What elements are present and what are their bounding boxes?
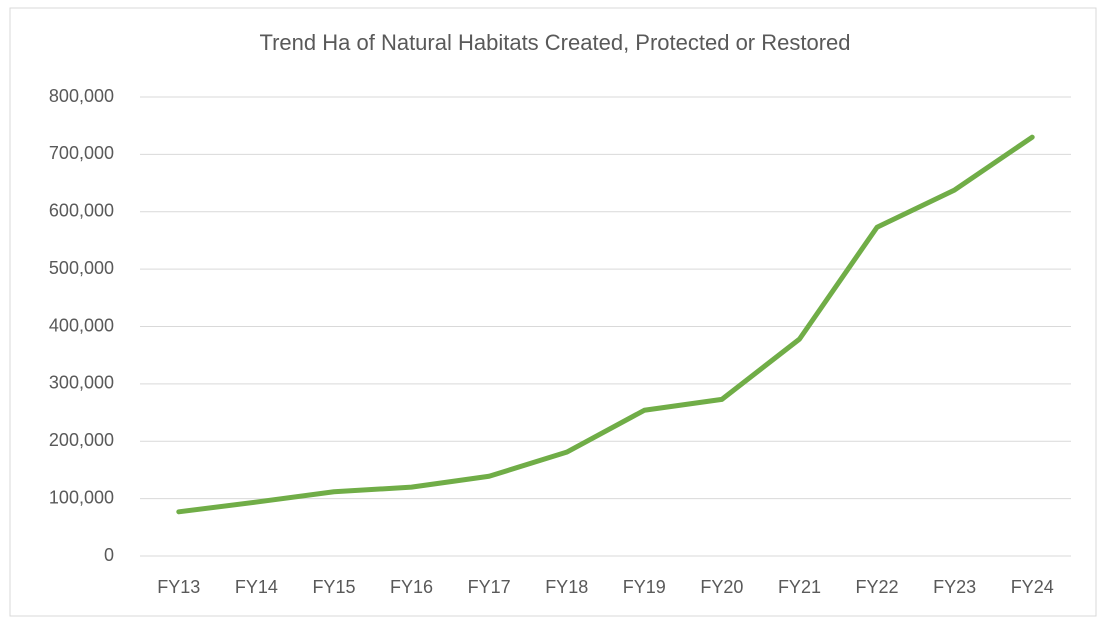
x-tick-label: FY16	[390, 577, 433, 597]
data-line	[176, 134, 1035, 515]
x-tick-label: FY17	[468, 577, 511, 597]
y-tick-label: 600,000	[49, 201, 114, 221]
x-tick-label: FY18	[545, 577, 588, 597]
y-tick-label: 100,000	[49, 487, 114, 507]
y-tick-label: 400,000	[49, 315, 114, 335]
chart-frame	[9, 7, 1097, 617]
chart-title: Trend Ha of Natural Habitats Created, Pr…	[259, 30, 850, 55]
x-tick-label: FY13	[157, 577, 200, 597]
x-tick-label: FY21	[778, 577, 821, 597]
x-tick-label: FY14	[235, 577, 278, 597]
x-tick-label: FY24	[1011, 577, 1054, 597]
y-tick-label: 800,000	[49, 86, 114, 106]
y-tick-label: 0	[104, 545, 114, 565]
y-tick-label: 500,000	[49, 258, 114, 278]
x-tick-label: FY23	[933, 577, 976, 597]
y-tick-label: 200,000	[49, 430, 114, 450]
y-tick-label: 300,000	[49, 373, 114, 393]
x-tick-label: FY20	[700, 577, 743, 597]
x-tick-label: FY15	[312, 577, 355, 597]
x-tick-label: FY19	[623, 577, 666, 597]
y-tick-label: 700,000	[49, 143, 114, 163]
x-tick-label: FY22	[856, 577, 899, 597]
